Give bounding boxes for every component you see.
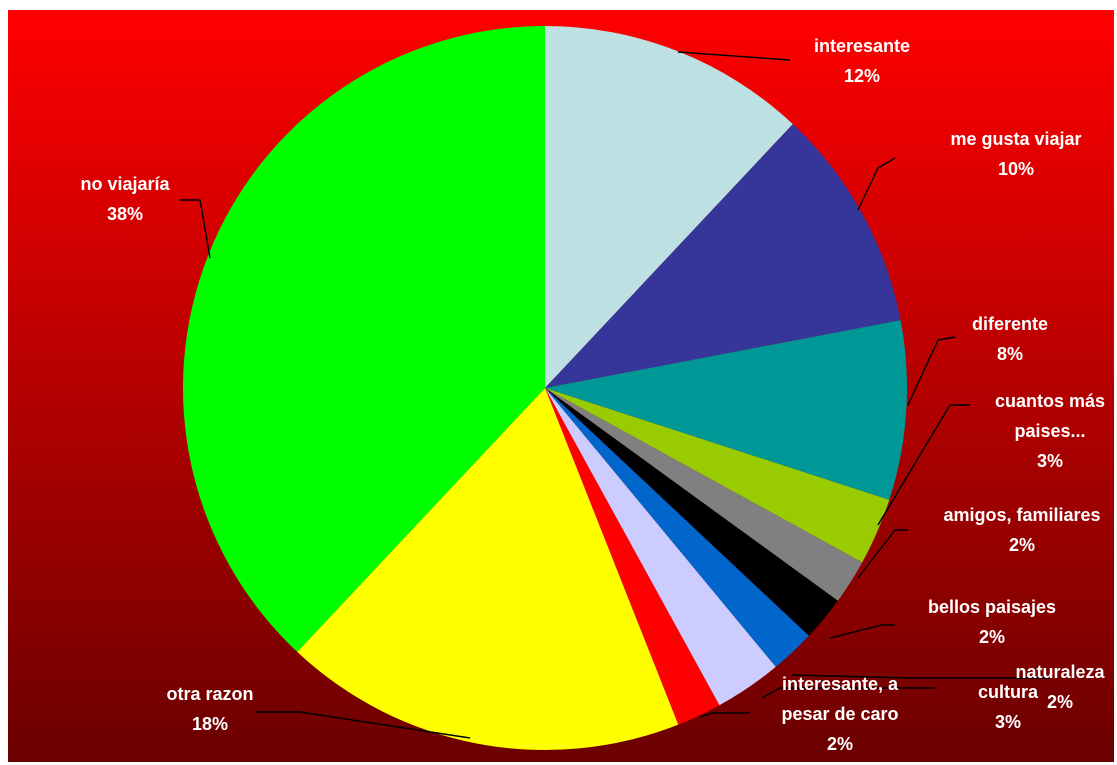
data-label-category: me gusta viajar	[950, 129, 1081, 149]
data-label-category: cultura	[978, 682, 1039, 702]
leader-line	[877, 404, 970, 526]
data-label-percent: 2%	[1009, 535, 1035, 555]
data-label-category: naturaleza	[1015, 662, 1105, 682]
data-label-category: cuantos más	[995, 391, 1105, 411]
data-label-category: diferente	[972, 314, 1048, 334]
data-label-category: interesante, a	[782, 674, 899, 694]
data-label: cuantos más paises... 3%	[995, 391, 1105, 471]
leader-line	[907, 336, 956, 406]
data-label-category: pesar de caro	[781, 704, 898, 724]
data-label: no viajaría 38%	[80, 174, 170, 224]
data-label-category: interesante	[814, 36, 910, 56]
pie-slice-naturaleza	[545, 388, 809, 667]
data-label: interesante 12%	[814, 36, 910, 86]
data-label-percent: 2%	[827, 734, 853, 754]
data-label-category: paises...	[1014, 421, 1085, 441]
data-label-percent: 2%	[1047, 692, 1073, 712]
pie-slice-diferente	[545, 320, 907, 500]
data-label-category: amigos, familiares	[943, 505, 1100, 525]
leader-lines	[180, 51, 1050, 739]
data-label-percent: 38%	[107, 204, 143, 224]
data-label-percent: 3%	[995, 712, 1021, 732]
leader-line	[677, 51, 791, 61]
pie-slice-otra-razon	[297, 388, 679, 751]
leader-line	[857, 157, 896, 211]
data-label: diferente 8%	[972, 314, 1048, 364]
slice-labels: interesante 12% me gusta viajar 10% diferent…	[80, 36, 1105, 754]
data-label-percent: 8%	[997, 344, 1023, 364]
pie-slice-interesante	[545, 26, 793, 388]
leader-line	[255, 711, 471, 739]
data-label-percent: 18%	[192, 714, 228, 734]
data-label: cultura 3%	[978, 682, 1039, 732]
data-label-percent: 12%	[844, 66, 880, 86]
data-label-percent: 3%	[1037, 451, 1063, 471]
pie-slices	[182, 26, 907, 751]
pie-slice-cuantos-más-paises	[545, 388, 890, 563]
data-label: otra razon 18%	[166, 684, 253, 734]
data-label-category: bellos paisajes	[928, 597, 1056, 617]
leader-line	[699, 712, 750, 718]
data-label: amigos, familiares 2%	[943, 505, 1100, 555]
data-label: interesante, a pesar de caro 2%	[781, 674, 899, 754]
pie-slice-no-viajaría	[182, 26, 545, 652]
data-label: bellos paisajes 2%	[928, 597, 1056, 647]
pie-slice-cultura	[545, 388, 776, 706]
pie-slice-me-gusta-viajar	[545, 124, 901, 389]
leader-line	[761, 687, 935, 699]
data-label-category: otra razon	[166, 684, 253, 704]
data-label-percent: 2%	[979, 627, 1005, 647]
leader-line	[180, 199, 211, 259]
data-label-percent: 10%	[998, 159, 1034, 179]
pie-slice-interesante-a-pesar-de-caro	[545, 388, 720, 725]
data-label-category: no viajaría	[80, 174, 170, 194]
data-label: me gusta viajar 10%	[950, 129, 1081, 179]
leader-line	[857, 529, 908, 579]
pie-slice-bellos-paisajes	[545, 388, 838, 636]
leader-line	[791, 674, 1050, 679]
pie-slice-amigos-familiares	[545, 388, 863, 601]
data-label: naturaleza 2%	[1015, 662, 1105, 712]
leader-line	[829, 624, 895, 639]
